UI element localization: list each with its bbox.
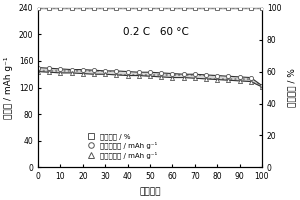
Y-axis label: 比容量 / mAh g⁻¹: 比容量 / mAh g⁻¹	[4, 56, 13, 119]
Y-axis label: 库伦效率 / %: 库伦效率 / %	[287, 68, 296, 107]
X-axis label: 循环次数: 循环次数	[139, 187, 161, 196]
Text: 0.2 C   60 °C: 0.2 C 60 °C	[123, 27, 189, 37]
Legend: 库伦效率 / %, 充电比容量 / mAh g⁻¹, 放电比容量 / mAh g⁻¹: 库伦效率 / %, 充电比容量 / mAh g⁻¹, 放电比容量 / mAh g…	[82, 131, 159, 161]
